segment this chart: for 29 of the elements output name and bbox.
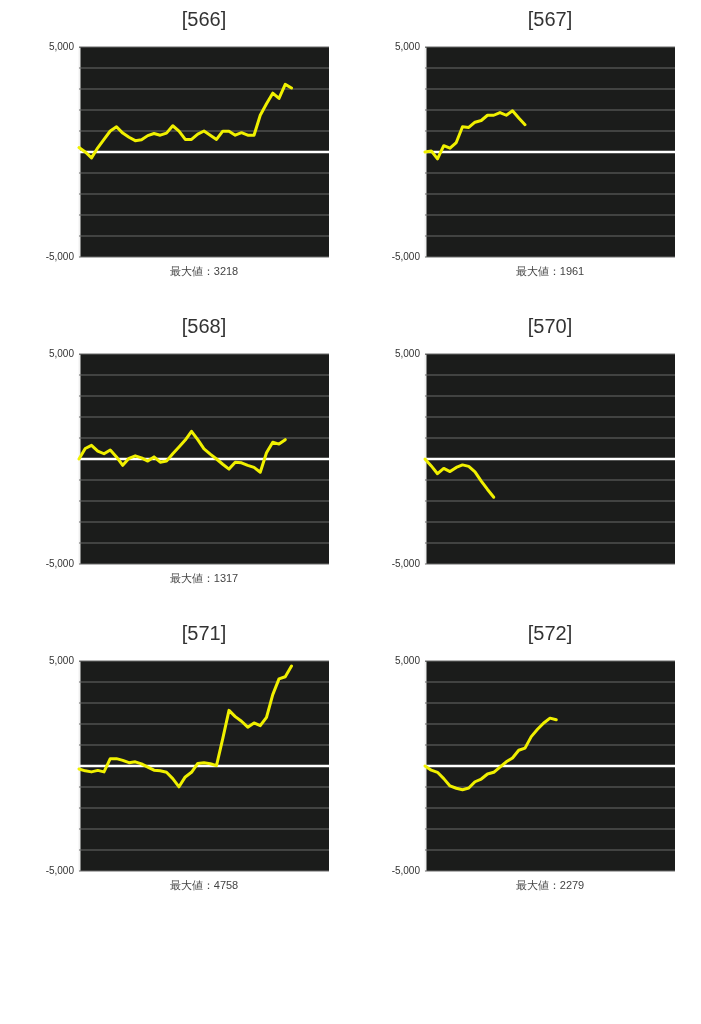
y-tick-label: 5,000	[48, 41, 75, 52]
text: 最大値：1961	[515, 265, 585, 277]
line-series	[77, 82, 293, 160]
chart-title: [572]	[527, 622, 573, 644]
y-tick-label: -5,000	[45, 865, 75, 876]
y-tick-label: -5,000	[45, 251, 75, 262]
text: 最大値：4758	[169, 879, 239, 891]
text: 最大値：2279	[515, 879, 585, 891]
y-tick-label: -5,000	[391, 251, 421, 262]
line-series	[423, 716, 558, 792]
y-tick-label: -5,000	[391, 865, 421, 876]
chart-title: [570]	[527, 315, 573, 337]
line-series	[77, 664, 293, 789]
y-tick-label: -5,000	[45, 558, 75, 569]
line-series	[423, 457, 496, 499]
y-tick-label: -5,000	[391, 558, 421, 569]
chart-title: [568]	[181, 315, 227, 337]
chart-title: [571]	[181, 622, 227, 644]
y-tick-label: 5,000	[394, 348, 421, 359]
text: 最大値：1317	[169, 572, 239, 584]
y-tick-label: 5,000	[394, 41, 421, 52]
chart-title: [566]	[181, 8, 227, 30]
y-tick-label: 5,000	[394, 655, 421, 666]
y-tick-label: 5,000	[48, 655, 75, 666]
line-series	[423, 109, 527, 161]
line-series	[77, 429, 287, 474]
chart-title: [567]	[527, 8, 573, 30]
y-tick-label: 5,000	[48, 348, 75, 359]
text: 最大値：3218	[169, 265, 239, 277]
